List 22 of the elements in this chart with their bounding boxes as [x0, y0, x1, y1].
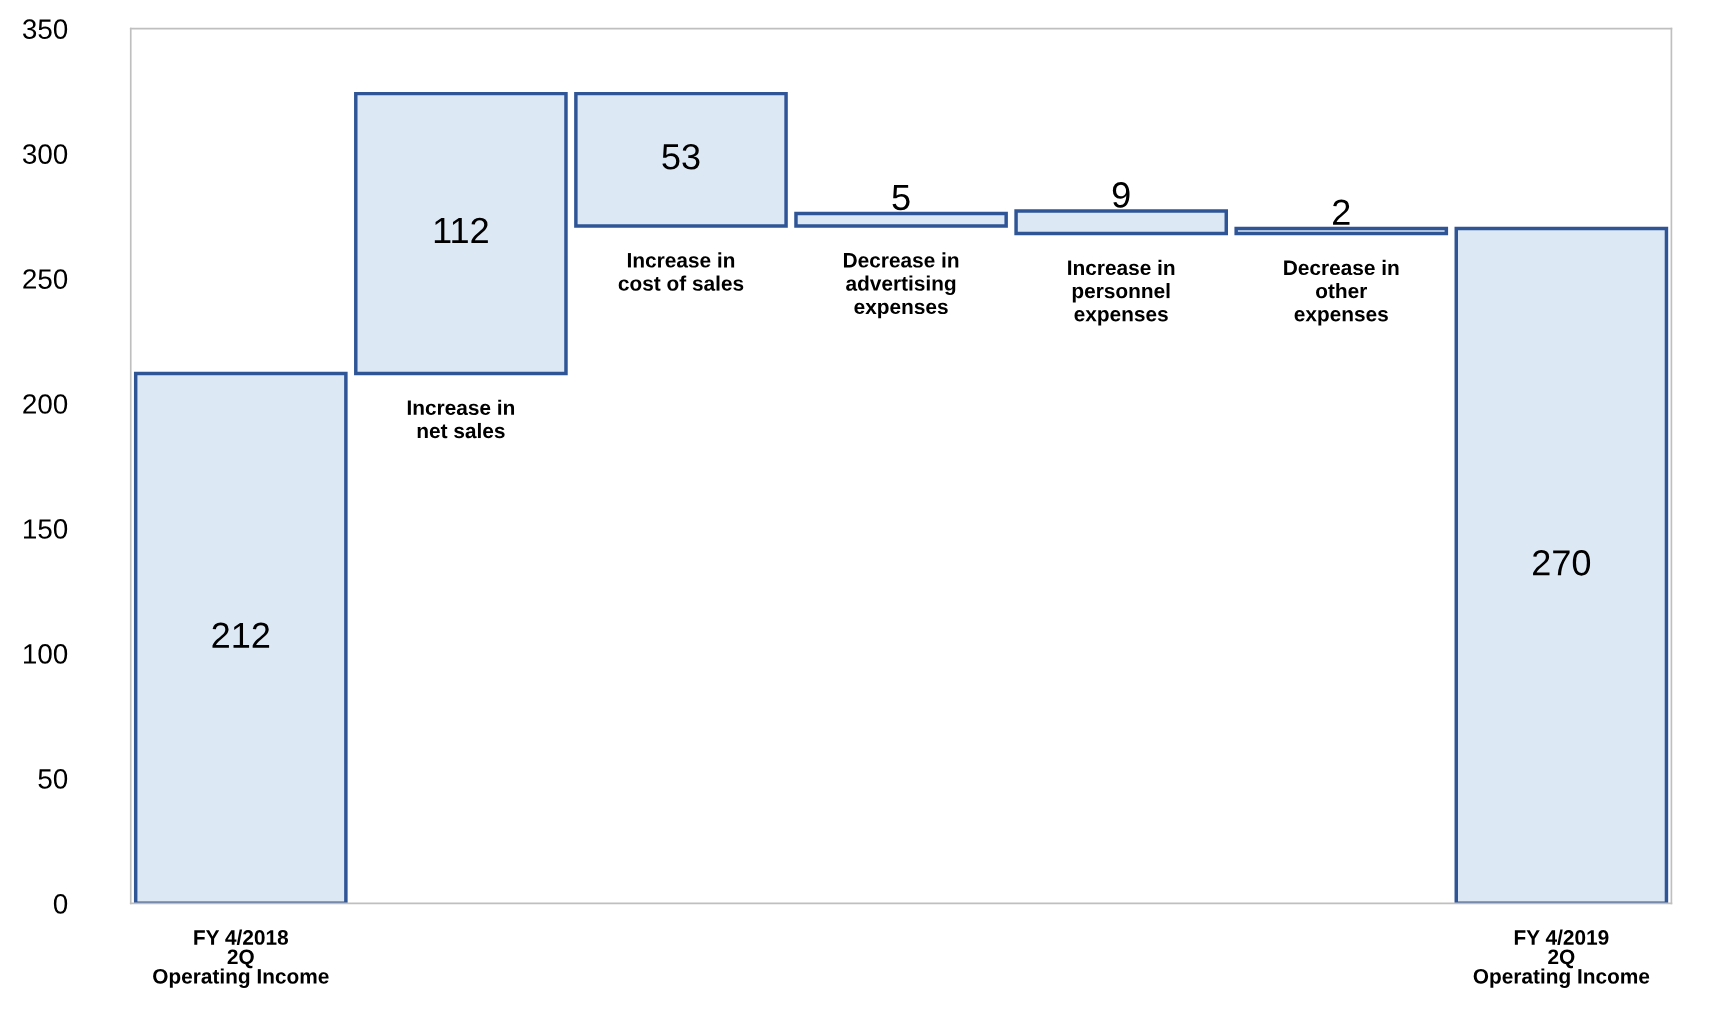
- y-tick-label: 50: [38, 769, 68, 789]
- data-label: 270: [1533, 550, 1591, 576]
- y-tick-label: 100: [24, 644, 68, 664]
- x-tick-label: Increase in net sales: [407, 399, 515, 439]
- data-label: 212: [212, 622, 270, 648]
- x-tick-label: Decrease in other expenses: [1284, 259, 1399, 326]
- y-tick-label: 200: [23, 394, 68, 414]
- data-label: 2: [1333, 199, 1350, 225]
- y-tick-label: 250: [23, 269, 68, 289]
- y-tick-label: 350: [22, 19, 68, 39]
- y-tick-label: 150: [24, 519, 68, 539]
- y-tick-label: 300: [22, 144, 68, 164]
- data-label: 112: [434, 217, 488, 243]
- y-tick-label: 0: [53, 893, 68, 914]
- x-tick-label: FY 4/2018 2Q Operating Income: [153, 929, 329, 988]
- x-tick-label: FY 4/2019 2Q Operating Income: [1473, 929, 1650, 988]
- x-tick-label: Decrease in advertising expenses: [843, 252, 959, 319]
- data-label: 53: [662, 143, 700, 170]
- x-tick-label: Increase in cost of sales: [618, 252, 744, 291]
- data-label: 5: [892, 184, 910, 211]
- data-label: 9: [1112, 182, 1130, 208]
- x-tick-label: Increase in personnel expenses: [1068, 259, 1175, 326]
